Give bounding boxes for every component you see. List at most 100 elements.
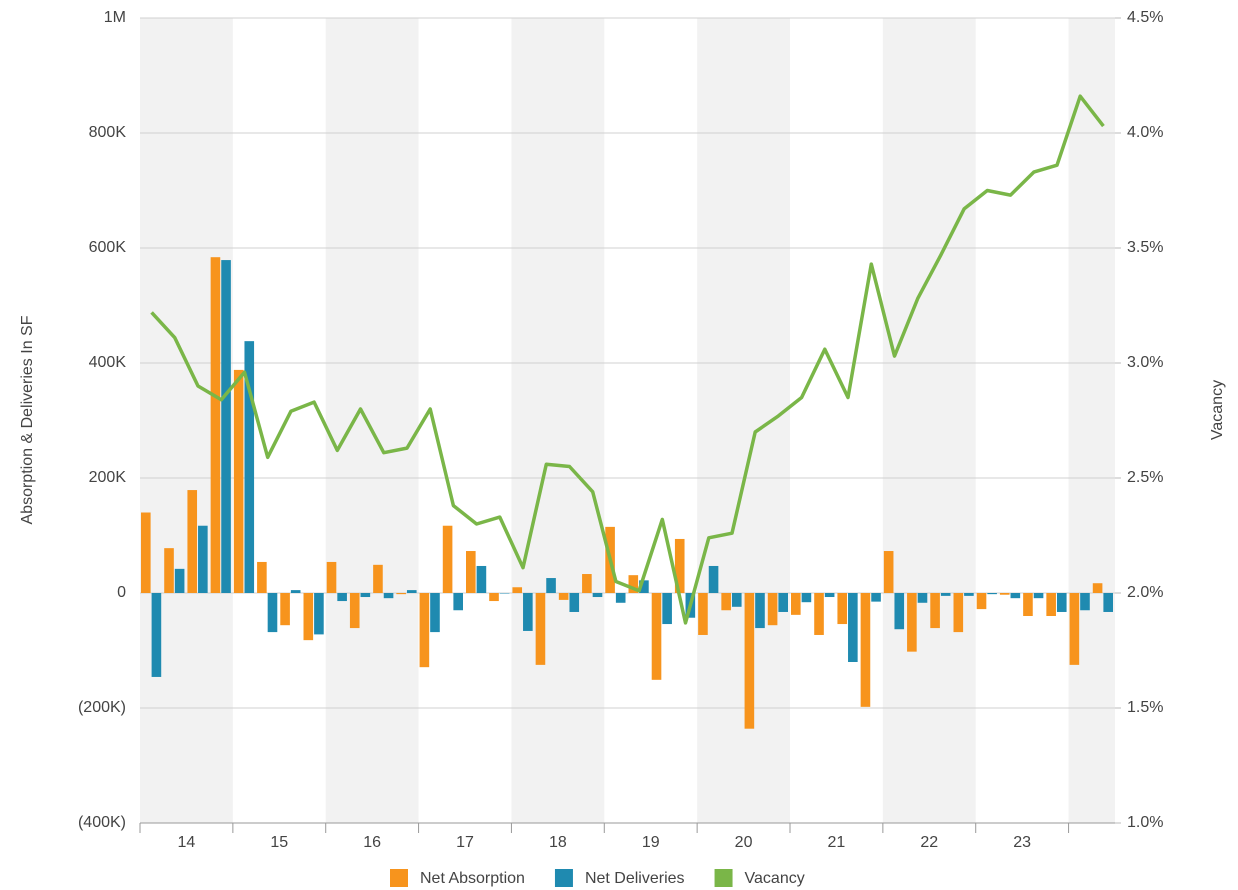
bar bbox=[814, 593, 824, 635]
bar bbox=[999, 593, 1010, 595]
legend-label: Net Deliveries bbox=[585, 870, 685, 887]
bar bbox=[290, 590, 301, 593]
bar bbox=[592, 593, 603, 598]
x-tick-label: 20 bbox=[735, 834, 753, 851]
bar bbox=[221, 260, 231, 593]
bar bbox=[755, 593, 765, 629]
bar bbox=[1010, 593, 1021, 599]
bar bbox=[280, 593, 290, 626]
bar bbox=[1046, 593, 1056, 616]
x-tick-label: 23 bbox=[1013, 834, 1031, 851]
bands bbox=[140, 18, 1115, 823]
legend-swatch bbox=[554, 869, 573, 887]
x-tick-label: 18 bbox=[549, 834, 567, 851]
bar bbox=[476, 565, 487, 593]
y2-axis-title: Vacancy bbox=[1209, 380, 1226, 440]
bar bbox=[1080, 593, 1090, 611]
y-tick-label: (200K) bbox=[78, 699, 126, 716]
bar bbox=[1092, 583, 1103, 593]
bar bbox=[778, 593, 788, 612]
bar bbox=[721, 593, 731, 611]
bar bbox=[303, 593, 314, 641]
legend-label: Vacancy bbox=[745, 870, 805, 887]
bar bbox=[174, 568, 185, 593]
x-tick-label: 22 bbox=[920, 834, 938, 851]
bar bbox=[976, 593, 987, 610]
bar bbox=[917, 593, 928, 603]
bar bbox=[639, 580, 649, 593]
y2-tick-label: 4.0% bbox=[1127, 124, 1163, 141]
year-band bbox=[882, 18, 976, 823]
bar bbox=[964, 593, 974, 596]
bar bbox=[1033, 593, 1044, 599]
bar bbox=[569, 593, 580, 612]
legend-swatch bbox=[714, 869, 733, 887]
bar bbox=[1023, 593, 1033, 616]
bar bbox=[615, 593, 626, 603]
bar bbox=[953, 593, 964, 633]
y2-tick-label: 4.5% bbox=[1127, 9, 1163, 26]
x-tick-label: 21 bbox=[828, 834, 846, 851]
bar bbox=[489, 593, 499, 602]
year-band bbox=[511, 18, 605, 823]
bar bbox=[731, 593, 742, 607]
y-tick-label: (400K) bbox=[78, 814, 126, 831]
x-tick-label: 15 bbox=[270, 834, 288, 851]
bar bbox=[349, 593, 360, 629]
bar bbox=[257, 561, 267, 593]
bar bbox=[512, 587, 523, 593]
y2-tick-label: 2.0% bbox=[1127, 584, 1163, 601]
bar bbox=[907, 593, 917, 652]
y-tick-label: 800K bbox=[89, 124, 127, 141]
bar bbox=[151, 593, 162, 677]
bar bbox=[744, 593, 755, 729]
bar bbox=[860, 593, 871, 707]
bar bbox=[930, 593, 940, 629]
year-band bbox=[1068, 18, 1115, 823]
bar bbox=[535, 593, 546, 665]
bar bbox=[419, 593, 430, 668]
bar bbox=[801, 593, 812, 603]
bar bbox=[314, 593, 324, 635]
bar bbox=[674, 538, 685, 593]
bar bbox=[244, 341, 255, 593]
bar bbox=[466, 551, 476, 593]
bar bbox=[848, 593, 858, 662]
y-tick-label: 0 bbox=[117, 584, 126, 601]
bar bbox=[406, 590, 417, 593]
bar bbox=[198, 525, 208, 593]
bar bbox=[824, 593, 835, 598]
bar bbox=[267, 593, 278, 633]
bar bbox=[523, 593, 533, 631]
y2-tick-label: 1.5% bbox=[1127, 699, 1163, 716]
bar bbox=[430, 593, 440, 633]
x-tick-label: 19 bbox=[642, 834, 660, 851]
legend-label: Net Absorption bbox=[420, 870, 525, 887]
bar bbox=[164, 548, 174, 593]
bar bbox=[894, 593, 905, 630]
y-tick-label: 600K bbox=[89, 239, 127, 256]
y2-tick-label: 2.5% bbox=[1127, 469, 1163, 486]
bar bbox=[187, 490, 198, 593]
bar bbox=[360, 593, 371, 598]
bar bbox=[871, 593, 881, 602]
bar bbox=[628, 575, 639, 593]
y-axis-title: Absorption & Deliveries In SF bbox=[19, 315, 36, 524]
bar bbox=[940, 593, 951, 596]
bar bbox=[698, 593, 708, 635]
bar bbox=[442, 525, 453, 593]
bar bbox=[141, 512, 151, 593]
year-band bbox=[697, 18, 790, 823]
bar bbox=[373, 564, 383, 593]
vacancy-line bbox=[150, 94, 1105, 625]
year-band bbox=[325, 18, 419, 823]
legend-swatch bbox=[390, 869, 408, 887]
bar bbox=[767, 593, 778, 626]
bar bbox=[326, 561, 337, 593]
bar bbox=[582, 574, 592, 593]
y-tick-label: 1M bbox=[104, 9, 126, 26]
bar bbox=[1103, 593, 1113, 612]
x-tick-label: 17 bbox=[456, 834, 474, 851]
